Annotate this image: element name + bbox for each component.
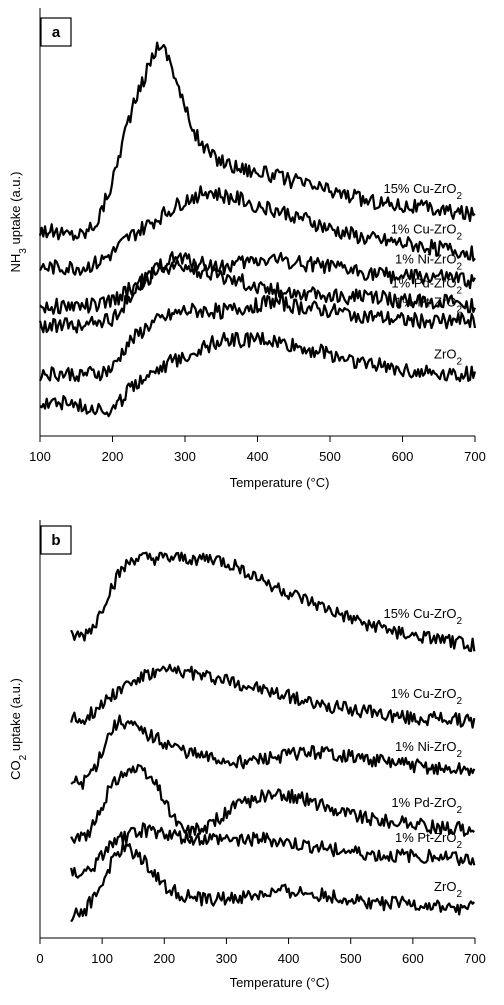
series-label: 15% Cu-ZrO2 (383, 181, 462, 202)
series-label: 1% Cu-ZrO2 (391, 221, 463, 242)
series-line (70, 822, 476, 879)
x-tick-label: 100 (29, 449, 51, 464)
x-tick-label: 600 (392, 449, 414, 464)
series-label: ZrO2 (434, 347, 462, 368)
series-label: 1% Pd-ZrO2 (391, 275, 462, 296)
panel-b-chart: 0 100 200 300 400 500 600 700 Temperature (°C) CO… (8, 520, 486, 990)
x-tick-label: 300 (216, 951, 238, 966)
series-label: 1% Pt-ZrO2 (395, 830, 462, 851)
series-label: ZrO2 (434, 879, 462, 900)
series-label: 1% Ni-ZrO2 (395, 739, 462, 760)
panel-letter-box (40, 17, 72, 47)
panel-letter-box (40, 525, 72, 555)
x-axis-title: Temperature (°C) (230, 475, 330, 490)
series-label: 1% Pt-ZrO2 (395, 295, 462, 316)
series-label: 1% Cu-ZrO2 (391, 686, 463, 707)
x-tick-label: 600 (402, 951, 424, 966)
x-tick-label: 700 (464, 449, 486, 464)
panel-letter: a (52, 24, 61, 41)
series-line (38, 41, 476, 241)
y-axis-title: CO2 uptake (a.u.) (8, 678, 29, 780)
x-axis-title: Temperature (°C) (230, 975, 330, 990)
series-label: 1% Pd-ZrO2 (391, 795, 462, 816)
x-tick-label: 100 (91, 951, 113, 966)
series-line (70, 763, 475, 844)
series-line (70, 663, 476, 729)
series-line (39, 331, 477, 418)
series-label: 1% Ni-ZrO2 (395, 251, 462, 272)
x-tick-label: 500 (319, 449, 341, 464)
series-line (39, 251, 476, 315)
y-axis-title: NH3 uptake (a.u.) (8, 172, 29, 273)
series-line (39, 185, 476, 276)
x-tick-label: 200 (153, 951, 175, 966)
series-line (38, 258, 477, 334)
x-tick-label: 400 (247, 449, 269, 464)
panel-letter: b (51, 532, 60, 549)
x-tick-label: 300 (174, 449, 196, 464)
x-tick-label: 400 (278, 951, 300, 966)
series-line (70, 551, 476, 653)
series-line (70, 841, 476, 923)
series-line (38, 294, 477, 383)
x-tick-label: 0 (36, 951, 43, 966)
x-tick-label: 200 (102, 449, 124, 464)
panel-a-chart: 100 200 300 400 500 600 700 Temperature (°C) NH3… (8, 8, 486, 490)
x-tick-label: 500 (340, 951, 362, 966)
series-label: 15% Cu-ZrO2 (383, 606, 462, 627)
series-line (70, 714, 476, 790)
x-tick-label: 700 (464, 951, 486, 966)
